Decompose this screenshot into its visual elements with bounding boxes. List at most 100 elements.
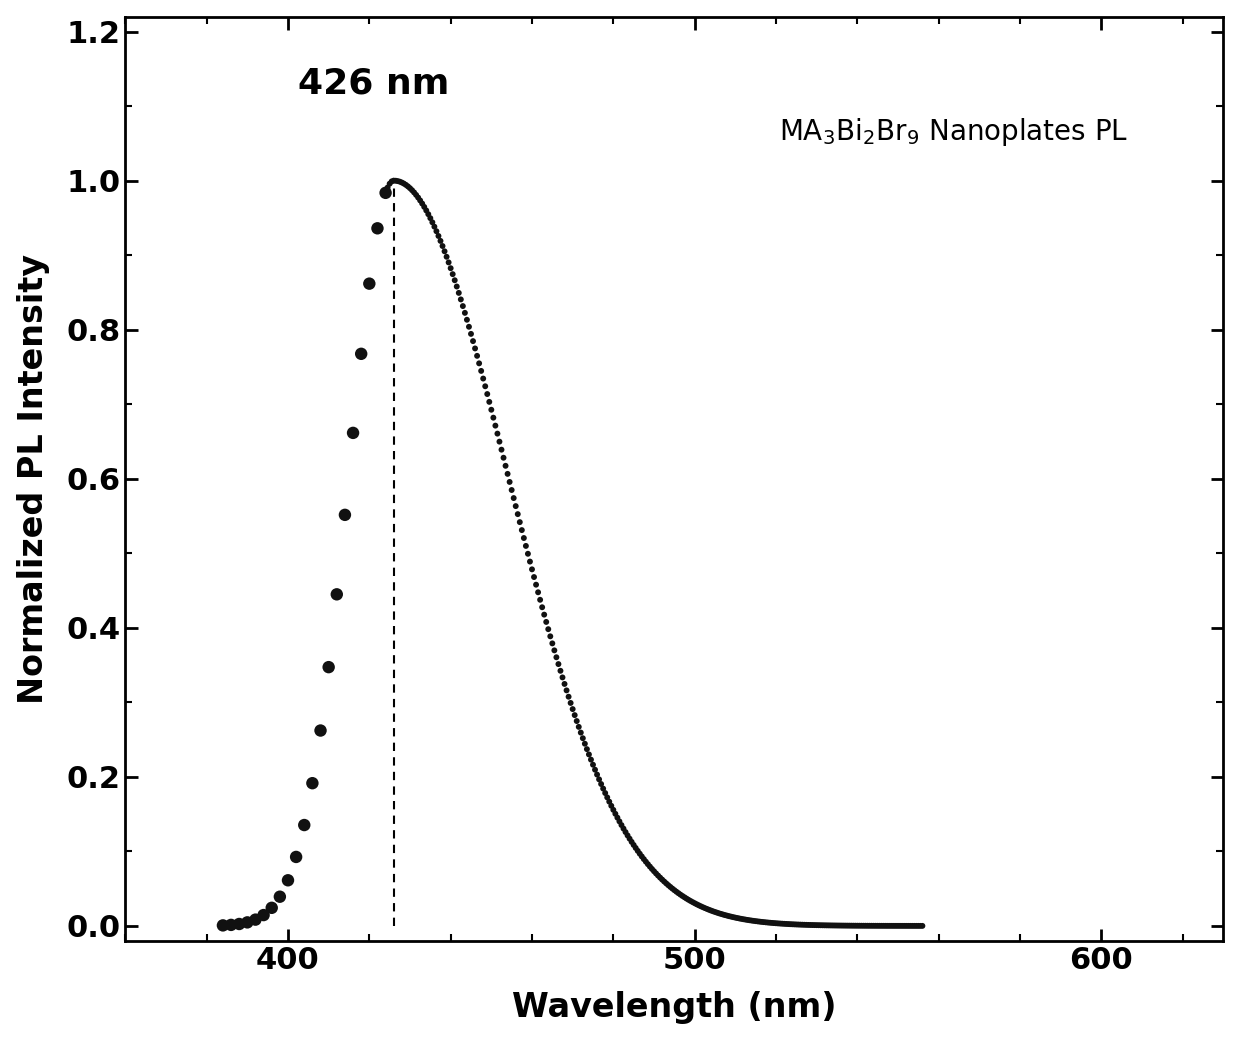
Point <box>754 914 774 931</box>
Point <box>688 897 708 914</box>
Point <box>751 914 771 931</box>
Point <box>417 202 436 219</box>
Point <box>652 871 672 888</box>
Point <box>785 916 805 933</box>
Point <box>637 856 657 872</box>
Point <box>453 298 472 314</box>
Point <box>764 915 784 932</box>
Point <box>719 908 739 924</box>
Point <box>376 184 396 201</box>
Point <box>898 917 918 934</box>
Point <box>512 522 532 538</box>
Point <box>691 898 711 915</box>
Point <box>408 189 428 206</box>
Point <box>707 905 727 921</box>
Point <box>463 333 482 350</box>
Point <box>831 917 851 934</box>
Point <box>554 676 574 692</box>
Point <box>618 828 637 844</box>
Point <box>553 669 573 686</box>
Point <box>790 916 810 933</box>
Point <box>897 917 916 934</box>
Point <box>557 682 577 699</box>
Point <box>404 184 424 201</box>
Point <box>402 182 422 199</box>
Point <box>715 907 735 923</box>
Point <box>414 199 434 215</box>
Point <box>343 425 363 441</box>
Point <box>723 909 743 925</box>
Point <box>303 775 322 791</box>
Point <box>703 903 723 919</box>
Point <box>655 873 675 890</box>
Point <box>630 845 650 862</box>
Point <box>841 917 861 934</box>
Point <box>430 232 450 249</box>
Point <box>776 916 796 933</box>
Point <box>262 899 281 916</box>
Point <box>490 433 510 450</box>
Point <box>458 311 477 328</box>
Point <box>836 917 856 934</box>
Point <box>589 771 609 788</box>
Point <box>849 917 869 934</box>
Point <box>560 694 580 711</box>
Text: $\mathregular{MA_3Bi_2Br_9}$ Nanoplates PL: $\mathregular{MA_3Bi_2Br_9}$ Nanoplates … <box>779 117 1128 148</box>
Point <box>742 912 761 929</box>
Point <box>525 568 544 585</box>
Point <box>213 917 233 934</box>
Point <box>506 498 526 514</box>
Point <box>563 701 583 717</box>
Point <box>569 718 589 735</box>
Point <box>461 326 481 342</box>
Point <box>903 917 923 934</box>
Point <box>869 917 889 934</box>
Point <box>423 214 443 231</box>
Point <box>335 507 355 524</box>
Point <box>725 909 745 925</box>
Point <box>802 917 822 934</box>
Point <box>874 917 894 934</box>
Point <box>508 506 528 523</box>
Point <box>763 915 782 932</box>
Point <box>694 899 714 916</box>
Point <box>396 177 415 194</box>
Point <box>796 916 816 933</box>
Point <box>782 916 802 933</box>
Point <box>474 371 494 387</box>
Point <box>294 817 314 834</box>
Point <box>593 781 613 797</box>
Point <box>480 393 500 410</box>
Point <box>443 265 463 282</box>
Point <box>615 823 635 840</box>
Point <box>537 613 557 630</box>
Point <box>658 877 678 893</box>
Point <box>722 909 742 925</box>
Point <box>866 917 885 934</box>
Point <box>449 284 469 301</box>
Point <box>564 707 584 723</box>
Point <box>286 848 306 865</box>
Point <box>734 911 754 928</box>
Point <box>469 355 489 372</box>
Point <box>573 730 593 746</box>
Point <box>748 913 768 930</box>
Point <box>528 584 548 601</box>
Point <box>760 914 780 931</box>
Point <box>439 254 459 271</box>
Point <box>465 340 485 357</box>
Point <box>518 545 538 562</box>
Point <box>621 834 641 850</box>
Point <box>839 917 859 934</box>
Point <box>745 913 765 930</box>
Point <box>433 237 453 254</box>
Point <box>728 910 748 926</box>
Point <box>379 175 399 192</box>
Point <box>827 917 847 934</box>
Point <box>779 916 799 933</box>
Point <box>601 797 621 814</box>
Point <box>605 806 625 822</box>
Point <box>756 914 776 931</box>
Y-axis label: Normalized PL Intensity: Normalized PL Intensity <box>16 254 50 704</box>
Point <box>801 917 821 934</box>
